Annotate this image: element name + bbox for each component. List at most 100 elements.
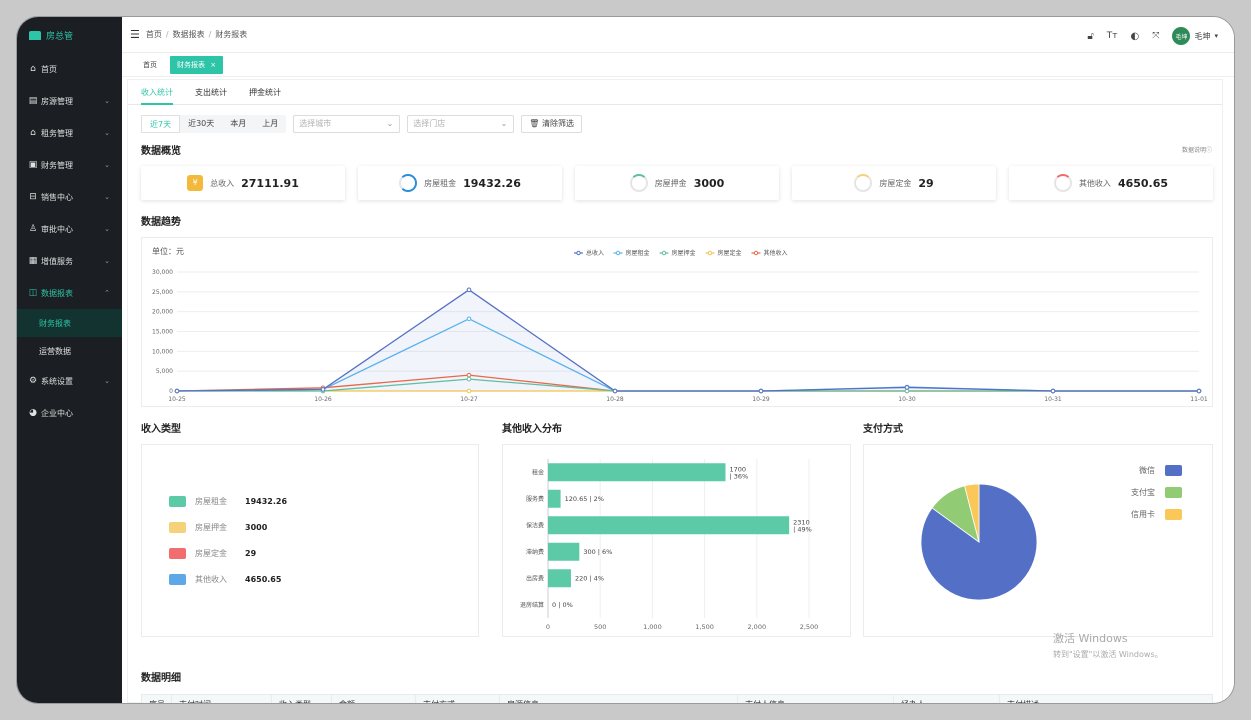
bar-label: 300 | 6%	[583, 548, 612, 556]
legend-marker	[576, 250, 581, 256]
x-tick-label: 10-31	[1044, 396, 1062, 403]
legend-marker	[753, 250, 759, 256]
bar-label: 220 | 4%	[575, 574, 604, 582]
y-tick-label: 30,000	[152, 269, 173, 276]
data-point	[466, 372, 472, 378]
payment-legend-item: 支付宝	[1131, 487, 1182, 498]
sidebar-item[interactable]: ▣ 财务管理 ⌄	[17, 149, 122, 181]
income-type-value: 4650.65	[245, 575, 282, 584]
series-line	[176, 289, 1199, 392]
income-type-row: 房屋押金 3000	[169, 522, 267, 533]
sidebar-item[interactable]: ⌂ 首页	[17, 53, 122, 85]
sidebar-item[interactable]: ◫ 数据报表 ⌃	[17, 277, 122, 309]
payment-title: 支付方式	[863, 424, 903, 435]
app-logo[interactable]: 房总管	[17, 17, 122, 53]
sidebar-item[interactable]: ⚙ 系统设置 ⌄	[17, 365, 122, 397]
overview-cards: ¥ 总收入 27111.91 房屋租金 19432.26 房屋押金 3000 房…	[141, 166, 1213, 200]
company-icon: ◕	[29, 408, 37, 418]
bar-label: 0 | 0%	[552, 601, 573, 609]
sidebar-item[interactable]: ⊟ 销售中心 ⌄	[17, 181, 122, 213]
filter-bar: 近7天 近30天 本月 上月 选择城市 ⌄ 选择门店 ⌄ 🗑︎ 清除筛选	[141, 115, 582, 133]
period-30days[interactable]: 近30天	[188, 119, 215, 128]
bar	[548, 516, 790, 535]
column-header: 收入类型	[272, 695, 332, 703]
city-select[interactable]: 选择城市 ⌄	[293, 115, 401, 133]
income-type-label: 房屋押金	[195, 523, 227, 532]
breadcrumb-current: 财务报表	[215, 30, 248, 39]
chevron-icon: ⌄	[104, 161, 110, 169]
sidebar-item[interactable]: ◕ 企业中心	[17, 397, 122, 429]
clear-filter-button[interactable]: 🗑︎ 清除筛选	[521, 115, 582, 133]
sidebar-item[interactable]: ♙ 审批中心 ⌄	[17, 213, 122, 245]
payment-legend-item: 信用卡	[1131, 509, 1182, 520]
data-point	[1050, 388, 1056, 394]
sidebar-subitem[interactable]: 运营数据	[39, 346, 71, 356]
menu-toggle-icon[interactable]: ☰	[130, 28, 140, 41]
close-icon[interactable]: ×	[210, 60, 217, 69]
x-tick-label: 500	[594, 623, 606, 631]
theme-toggle-icon[interactable]: ◐	[1130, 30, 1140, 42]
legend-marker	[615, 250, 621, 256]
building-icon: ▤	[28, 96, 38, 106]
chevron-icon: ⌄	[104, 225, 110, 233]
income-type-label: 房屋租金	[195, 497, 227, 506]
user-menu[interactable]: 毛坤 毛坤 ▾	[1172, 27, 1218, 45]
caret-down-icon: ▾	[1214, 32, 1218, 40]
income-type-value: 3000	[245, 523, 268, 532]
detail-table-header: 序号 支付时间 收入类型 金额 支付方式 房源信息 支付人信息 经办人 支付描述	[141, 694, 1213, 703]
tab-deposit[interactable]: 押金统计	[249, 87, 281, 97]
data-point	[466, 287, 472, 293]
bar-label: | 36%	[729, 472, 748, 480]
card-rent: 房屋租金 19432.26	[358, 166, 562, 200]
money-icon: ¥	[187, 175, 204, 191]
x-tick-label: 2,000	[747, 623, 766, 631]
data-explain-link[interactable]: 数据说明ⓘ	[1181, 147, 1212, 154]
tag-home[interactable]: 首页	[143, 60, 157, 69]
y-tick-label: 退房结算	[520, 601, 544, 609]
sidebar-subitem[interactable]: 财务报表	[17, 309, 122, 337]
x-tick-label: 1,000	[643, 623, 662, 631]
card-value: 27111.91	[241, 176, 299, 190]
period-this-month[interactable]: 本月	[230, 119, 247, 128]
y-tick-label: 服务费	[526, 495, 544, 503]
progress-ring-icon	[629, 174, 648, 192]
period-last-month[interactable]: 上月	[262, 119, 279, 128]
fullscreen-icon[interactable]: ⤧	[1152, 31, 1160, 41]
card-label: 其他收入	[1078, 178, 1111, 188]
overview-title: 数据概览	[141, 146, 181, 157]
home-icon: ⌂	[30, 64, 36, 74]
bar-label: 2310	[793, 518, 810, 526]
sidebar-item[interactable]: ▦ 增值服务 ⌄	[17, 245, 122, 277]
sidebar-item-label: 首页	[41, 64, 57, 74]
user-name: 毛坤	[1194, 31, 1211, 41]
chevron-icon: ⌃	[104, 289, 110, 297]
legend-label: 房屋押金	[672, 249, 696, 257]
column-header: 支付方式	[416, 695, 500, 703]
tag-finance-report[interactable]: 财务报表 ×	[170, 55, 224, 74]
tab-expense[interactable]: 支出统计	[195, 87, 227, 97]
nav-list: ⌂ 首页 ▤ 房源管理 ⌄ ⌂ 租务管理 ⌄ ▣ 财务管理 ⌄ ⊟ 销售中心 ⌄ ♙ 审批中心 ⌄ ▦ 增值服务 ⌄ ◫…	[17, 53, 122, 429]
bar	[548, 542, 580, 561]
font-size-icon[interactable]: Tт	[1106, 31, 1118, 41]
sidebar-item[interactable]: ▤ 房源管理 ⌄	[17, 85, 122, 117]
x-tick-label: 1,500	[695, 623, 714, 631]
card-other-income: 其他收入 4650.65	[1009, 166, 1213, 200]
lock-icon[interactable]: 🔓︎	[1087, 30, 1094, 42]
tab-income[interactable]: 收入统计	[141, 80, 173, 105]
card-label: 房屋定金	[879, 178, 912, 188]
legend-marker	[661, 250, 667, 256]
card-earnest: 房屋定金 29	[792, 166, 996, 200]
payment-legend-item: 微信	[1139, 465, 1182, 476]
breadcrumb-reports[interactable]: 数据报表	[172, 30, 205, 39]
legend-label: 其他收入	[764, 249, 788, 257]
period-7days[interactable]: 近7天	[141, 115, 181, 133]
sidebar-item-label: 销售中心	[41, 192, 73, 202]
column-header: 经办人	[894, 695, 1000, 703]
tags-bar: 首页 财务报表 ×	[122, 53, 1234, 77]
chevron-icon: ⌄	[104, 377, 110, 385]
sidebar-item[interactable]: ⌂ 租务管理 ⌄	[17, 117, 122, 149]
breadcrumb-home[interactable]: 首页	[145, 30, 162, 39]
chart-icon: ◫	[28, 288, 38, 298]
period-selector: 近7天 近30天 本月 上月	[141, 115, 287, 133]
store-select[interactable]: 选择门店 ⌄	[407, 115, 515, 133]
